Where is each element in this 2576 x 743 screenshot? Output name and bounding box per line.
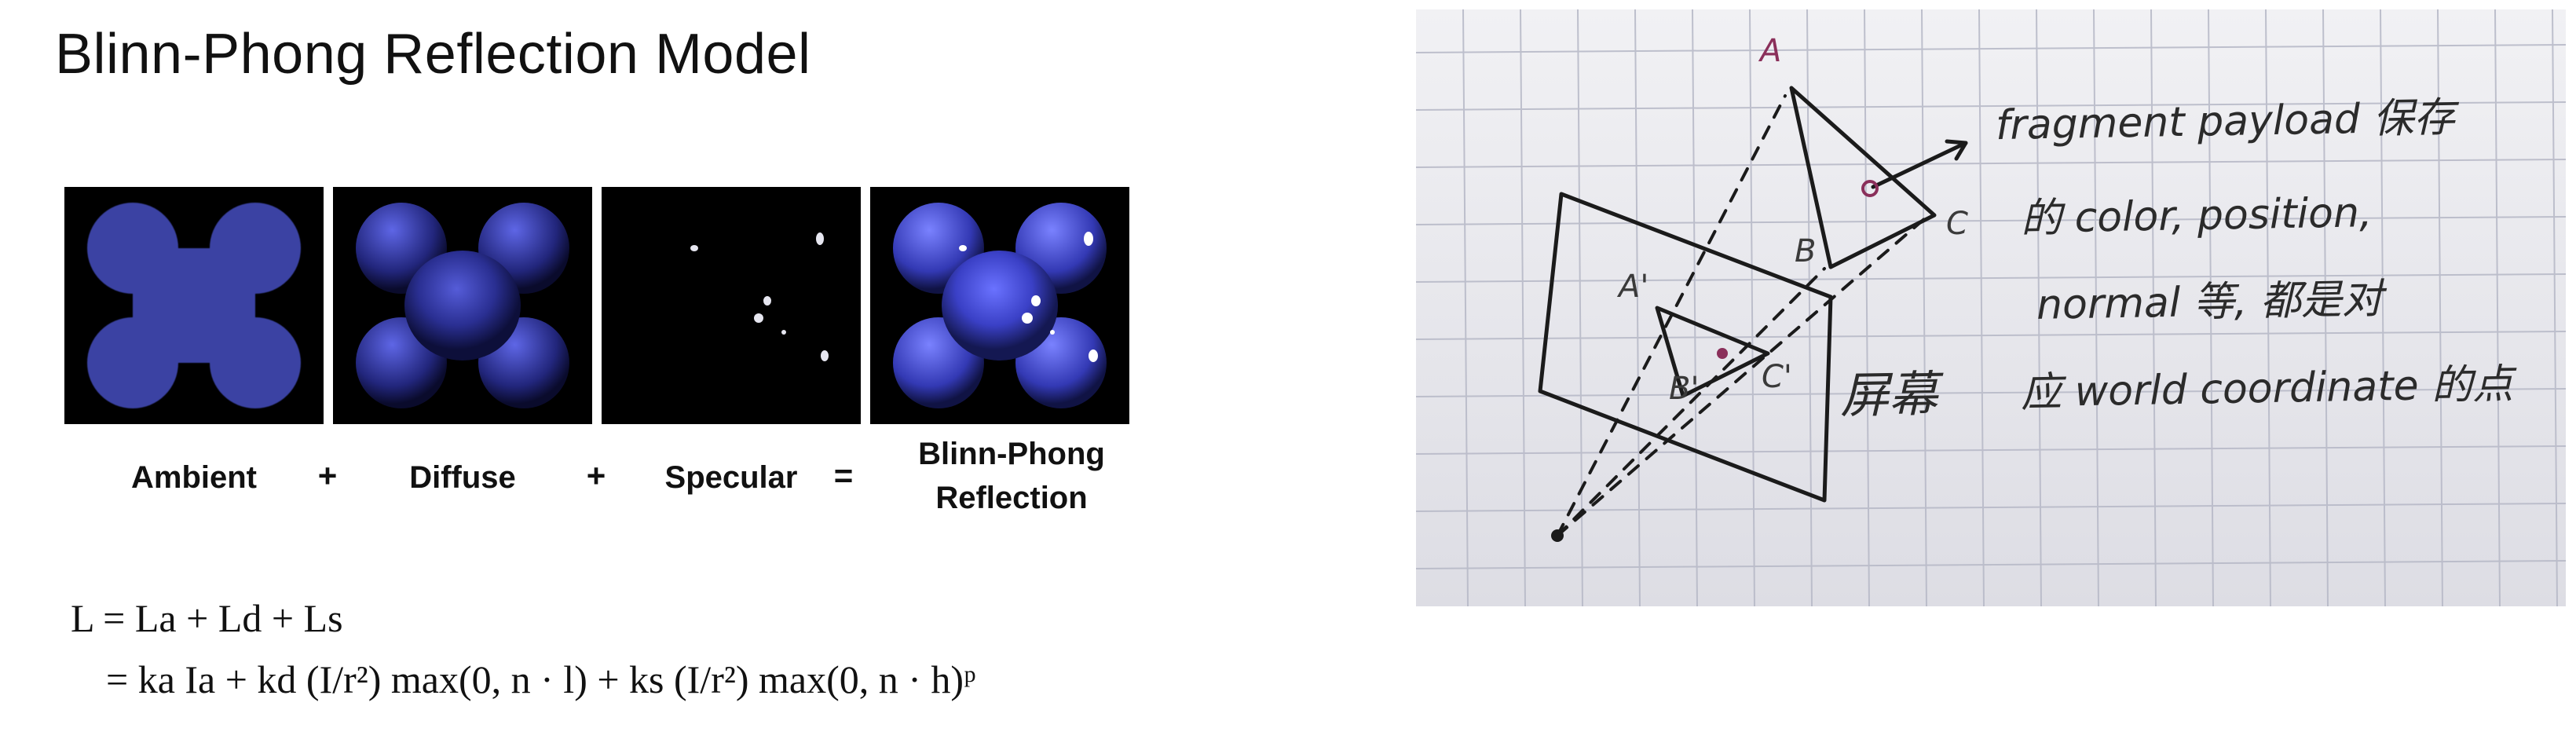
blinn-phong-label-line-1: Blinn-Phong [918,437,1105,471]
point-c-label: C [1946,206,1968,242]
screen-label: 屏幕 [1839,364,1938,425]
blinn-phong-shape-image [870,187,1129,424]
note-line-4: 应 world coordinate 的点 [2020,361,2514,417]
note-line-3: normal 等, 都是对 [2036,276,2384,329]
equation-line-2: = ka Ia + kd (I/r²) max(0, n · l) + ks (… [106,657,976,701]
blinn-phong-label-line-2: Reflection [935,481,1088,515]
note-line-1: fragment payload 保存 [1995,93,2455,150]
diffuse-shape-image [333,187,592,424]
ambient-shape-image [64,187,324,424]
blinn-phong-label: Blinn-Phong Reflection [870,432,1153,520]
specular-label: Specular [664,460,798,495]
point-c-prime-label: C' [1762,359,1792,395]
plus-operator-1: + [317,457,338,494]
slide-title: Blinn-Phong Reflection Model [55,23,811,86]
ambient-label: Ambient [131,460,257,495]
handwritten-notes-photo: A B C A' B' C' fragment payload 保存 的 col… [1416,9,2566,606]
point-a-label: A [1760,33,1782,69]
equals-operator: = [833,457,854,494]
specular-highlights-image [602,187,861,424]
specular-panel [602,187,861,424]
note-line-2: 的 color, position, [2020,189,2373,243]
ambient-panel [64,187,324,424]
point-b-label: B [1795,233,1817,269]
diffuse-panel [333,187,592,424]
equation-line-1: L = La + Ld + Ls [71,596,343,640]
plus-operator-2: + [586,457,606,494]
diffuse-label: Diffuse [409,460,516,495]
point-a-prime-label: A' [1619,269,1649,305]
blinn-phong-panel [870,187,1129,424]
grid-paper-sketch [1416,9,2566,606]
point-b-prime-label: B' [1669,371,1700,407]
